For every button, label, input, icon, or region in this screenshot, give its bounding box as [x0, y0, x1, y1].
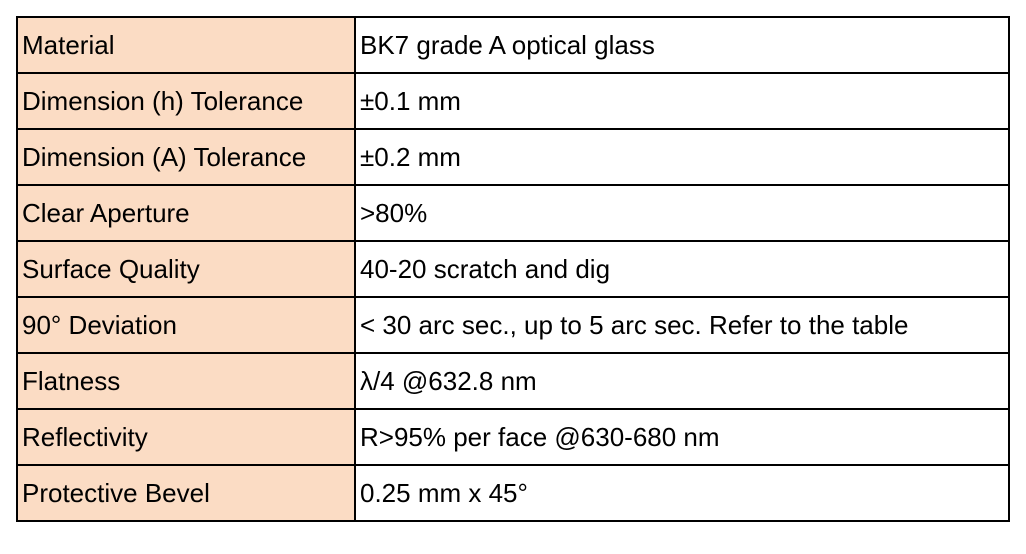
table-row: Reflectivity R>95% per face @630-680 nm [16, 408, 1010, 466]
property-cell: 90° Deviation [16, 296, 356, 354]
value-cell: >80% [354, 184, 1010, 242]
value-cell: 40-20 scratch and dig [354, 240, 1010, 298]
value-cell: R>95% per face @630-680 nm [354, 408, 1010, 466]
table-row: Surface Quality 40-20 scratch and dig [16, 240, 1010, 298]
value-cell: λ/4 @632.8 nm [354, 352, 1010, 410]
table-row: 90° Deviation < 30 arc sec., up to 5 arc … [16, 296, 1010, 354]
table-row: Dimension (A) Tolerance ±0.2 mm [16, 128, 1010, 186]
value-cell: < 30 arc sec., up to 5 arc sec. Refer to… [354, 296, 1010, 354]
table-row: Material BK7 grade A optical glass [16, 16, 1010, 74]
property-cell: Surface Quality [16, 240, 356, 298]
table-row: Protective Bevel 0.25 mm x 45° [16, 464, 1010, 522]
value-cell: 0.25 mm x 45° [354, 464, 1010, 522]
property-cell: Protective Bevel [16, 464, 356, 522]
table-row: Clear Aperture >80% [16, 184, 1010, 242]
property-cell: Dimension (h) Tolerance [16, 72, 356, 130]
value-cell: ±0.2 mm [354, 128, 1010, 186]
property-cell: Flatness [16, 352, 356, 410]
value-cell: BK7 grade A optical glass [354, 16, 1010, 74]
property-cell: Reflectivity [16, 408, 356, 466]
table-row: Dimension (h) Tolerance ±0.1 mm [16, 72, 1010, 130]
value-cell: ±0.1 mm [354, 72, 1010, 130]
property-cell: Material [16, 16, 356, 74]
table-row: Flatness λ/4 @632.8 nm [16, 352, 1010, 410]
property-cell: Dimension (A) Tolerance [16, 128, 356, 186]
property-cell: Clear Aperture [16, 184, 356, 242]
spec-table: Material BK7 grade A optical glass Dimensi… [16, 16, 1010, 522]
